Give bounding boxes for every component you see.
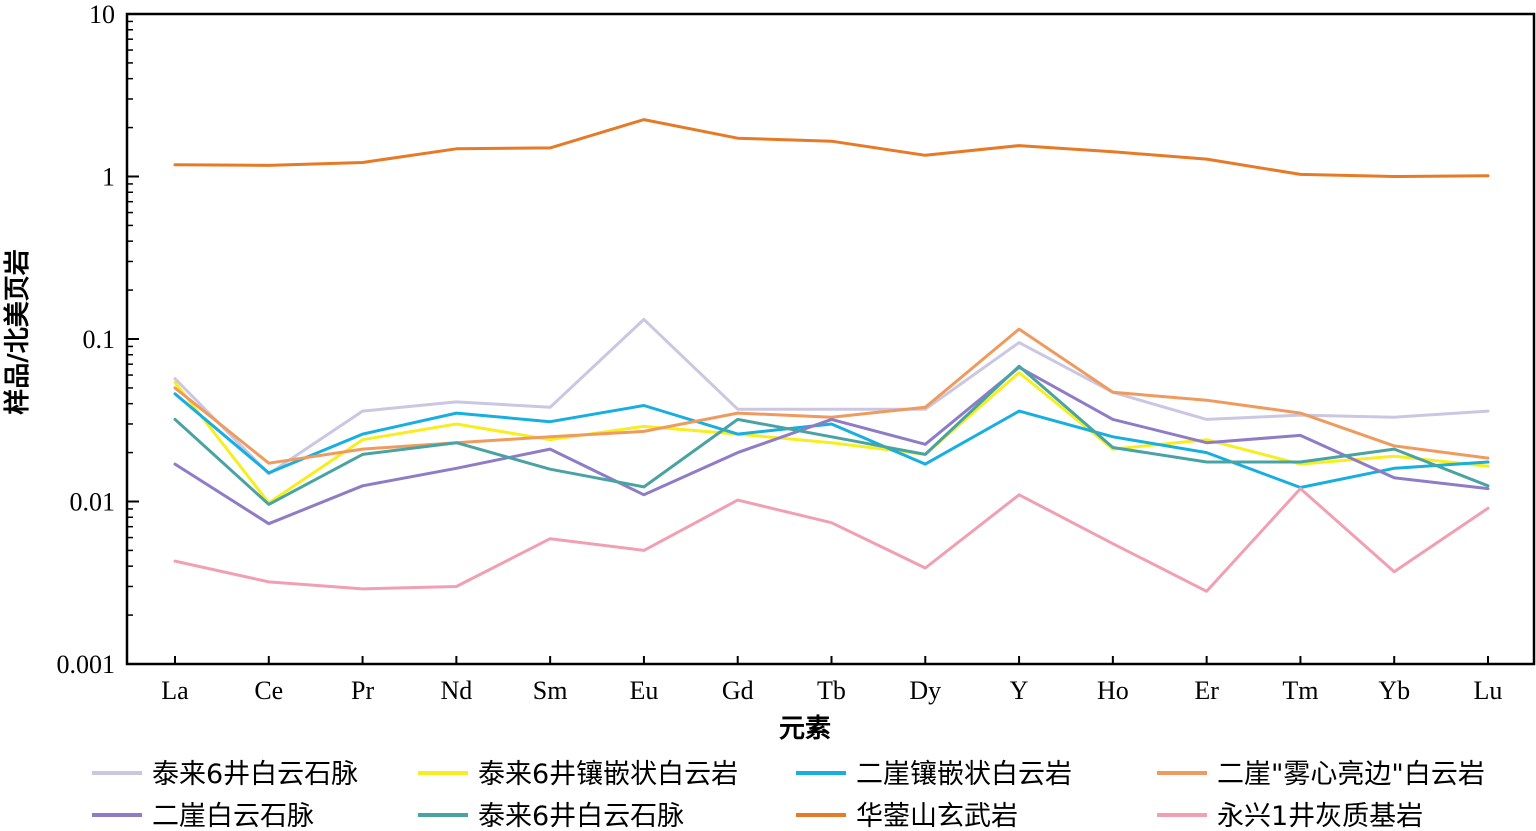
legend: 泰来6井白云石脉 泰来6井镶嵌状白云岩 二崖镶嵌状白云岩 二崖"雾心亮边"白云岩二崖白… <box>92 759 1485 831</box>
x-tick-label-yb: Yb <box>1378 676 1410 705</box>
legend-label-6: 泰来6井白云石脉 <box>478 801 684 831</box>
y-axis-title: 样品/北美页岩 <box>2 249 33 415</box>
legend-label-5: 二崖白云石脉 <box>152 801 314 831</box>
legend-label-7: 华蓥山玄武岩 <box>856 801 1018 831</box>
x-tick-label-er: Er <box>1194 676 1219 705</box>
x-tick-label-ho: Ho <box>1097 676 1129 705</box>
x-axis-title: 元素 <box>779 714 831 744</box>
legend-label-4: 二崖"雾心亮边"白云岩 <box>1217 759 1485 790</box>
x-axis: La Ce Pr Nd Sm Eu Gd Tb Dy Y Ho Er Tm Yb Lu <box>161 656 1502 705</box>
x-tick-label-nd: Nd <box>440 676 472 705</box>
y-tick-label: 1 <box>102 163 115 192</box>
series-line-5 <box>173 365 1490 526</box>
legend-label-3: 二崖镶嵌状白云岩 <box>856 759 1072 790</box>
series-line-4 <box>173 327 1490 465</box>
series-line-8 <box>173 487 1490 593</box>
series-line-2 <box>173 371 1490 505</box>
y-axis: 10 1 0.1 0.01 0.001 <box>57 0 139 679</box>
series-line-3 <box>173 392 1490 489</box>
legend-label-1: 泰来6井白云石脉 <box>152 759 358 790</box>
legend-label-8: 永兴1井灰质基岩 <box>1217 801 1423 831</box>
series-line-1 <box>173 317 1490 476</box>
legend-label-2: 泰来6井镶嵌状白云岩 <box>478 759 738 790</box>
x-tick-label-tm: Tm <box>1282 676 1318 705</box>
x-tick-label-tb: Tb <box>817 676 846 705</box>
x-tick-label-lu: Lu <box>1474 676 1503 705</box>
x-tick-label-pr: Pr <box>351 676 374 705</box>
x-tick-label-sm: Sm <box>533 676 568 705</box>
y-tick-label: 0.1 <box>83 325 116 354</box>
series-layer <box>173 118 1490 593</box>
y-tick-label: 0.01 <box>70 488 116 517</box>
x-tick-label-gd: Gd <box>722 676 754 705</box>
x-tick-label-eu: Eu <box>629 676 658 705</box>
x-tick-label-ce: Ce <box>254 676 283 705</box>
x-tick-label-y: Y <box>1010 676 1029 705</box>
x-tick-label-la: La <box>161 676 189 705</box>
series-line-6 <box>173 364 1490 506</box>
y-tick-label: 0.001 <box>57 650 116 679</box>
plot-frame <box>125 12 1536 666</box>
y-tick-label: 10 <box>89 0 115 29</box>
series-line-7 <box>173 118 1490 178</box>
x-tick-label-dy: Dy <box>909 676 941 705</box>
